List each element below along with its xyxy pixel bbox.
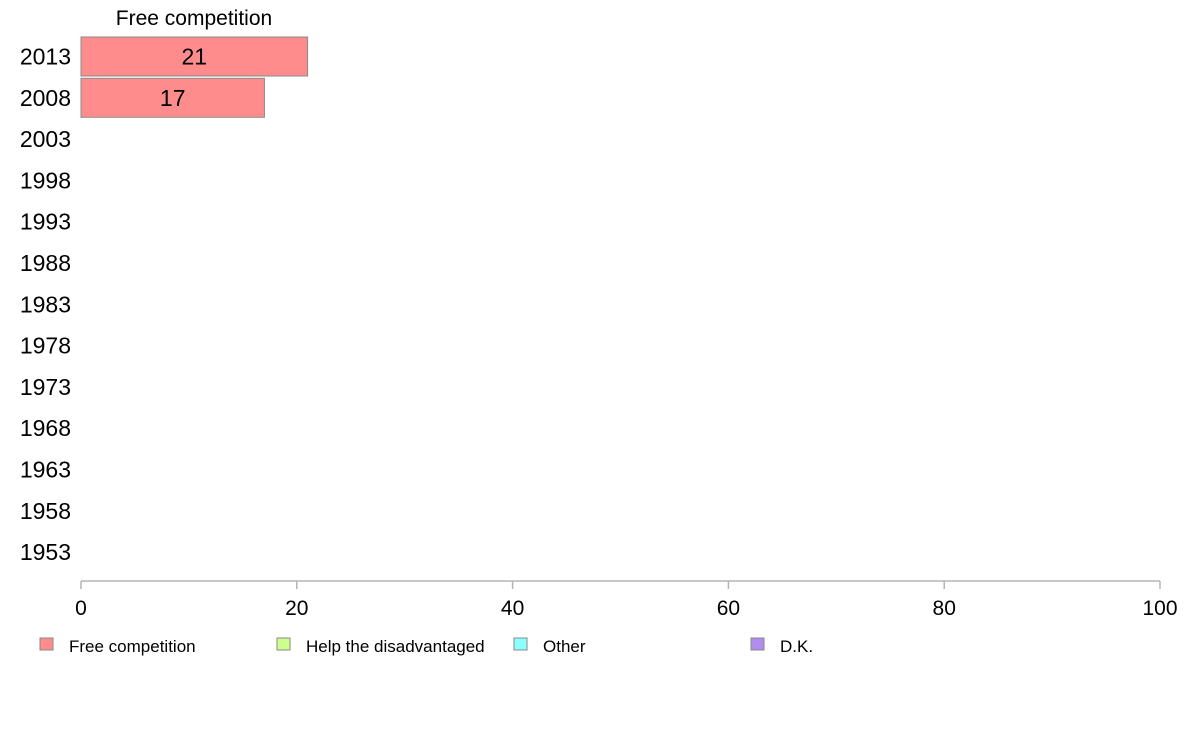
legend: Free competition Help the disadvantaged Ot… [39,637,813,656]
year-labels-group: 2013 2008 2003 1998 1993 1988 1983 1978 1973 1968… [20,44,71,566]
legend-swatch-3 [750,637,765,651]
year-label-2008: 2008 [20,85,71,111]
year-label-1983: 1983 [20,291,71,317]
year-label-1973: 1973 [20,374,71,400]
x-tick-label-80: 80 [933,597,956,620]
legend-swatch-0 [39,637,54,651]
bar-2008-series-0 [80,77,265,118]
legend-label-3: D.K. [780,637,813,656]
legend-label-0: Free competition [69,637,196,656]
bar-2013-series-0 [80,36,309,77]
column-header-label: Free competition [116,7,272,30]
x-axis-ticks-group: 0 20 40 60 80 100 [75,581,1178,620]
data-label-2008-series-0: 17 [160,85,186,111]
legend-swatch-2 [513,637,528,651]
x-tick-label-100: 100 [1142,597,1177,620]
year-label-1998: 1998 [20,167,71,193]
year-label-2003: 2003 [20,126,71,152]
bars-group: 21 17 [80,36,309,118]
year-label-1958: 1958 [20,498,71,524]
x-tick-label-60: 60 [717,597,740,620]
data-label-2013-series-0: 21 [181,44,207,70]
year-label-1953: 1953 [20,539,71,565]
legend-label-2: Other [543,637,586,656]
year-label-1968: 1968 [20,415,71,441]
year-label-1978: 1978 [20,333,71,359]
x-tick-label-20: 20 [285,597,308,620]
x-tick-label-40: 40 [501,597,524,620]
year-label-2013: 2013 [20,44,71,70]
year-label-1963: 1963 [20,457,71,483]
x-tick-label-0: 0 [75,597,87,620]
year-label-1988: 1988 [20,250,71,276]
legend-swatch-1 [276,637,291,651]
legend-label-1: Help the disadvantaged [306,637,485,656]
year-label-1993: 1993 [20,209,71,235]
